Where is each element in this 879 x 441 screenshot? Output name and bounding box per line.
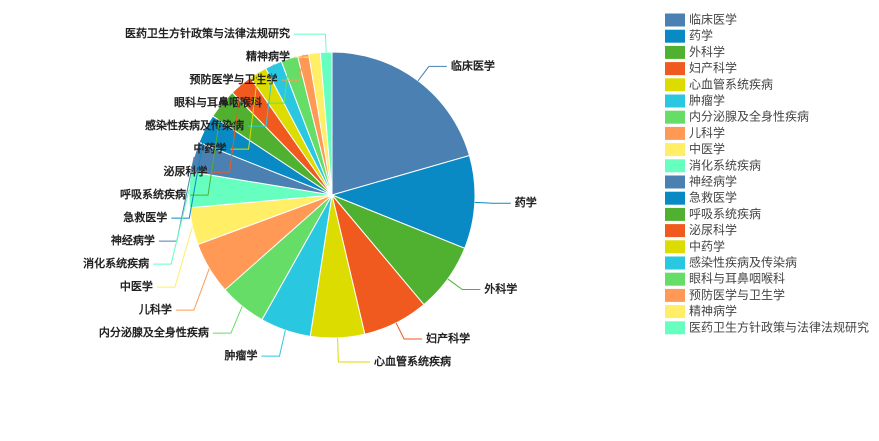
legend-swatch [665, 126, 685, 140]
legend-swatch [665, 321, 685, 335]
pie-slice [319, 51, 333, 196]
legend-label: 中药学 [689, 238, 725, 253]
slice-label: 消化系统疾病 [83, 256, 149, 270]
label-line [474, 201, 511, 204]
slice-label: 精神病学 [246, 49, 290, 63]
slice-label: 中药学 [194, 141, 227, 155]
label-line [261, 330, 286, 357]
legend-swatch [665, 29, 685, 43]
legend-label: 内分泌腺及全身性疾病 [689, 109, 809, 124]
legend-label: 泌尿科学 [689, 222, 737, 237]
legend-swatch [665, 256, 685, 270]
legend-swatch [665, 240, 685, 254]
legend-swatch [665, 288, 685, 302]
legend-label: 精神病学 [689, 303, 737, 318]
slice-label: 急救医学 [123, 210, 167, 224]
legend-swatch [665, 110, 685, 124]
slice-label: 妇产科学 [425, 331, 470, 345]
legend-swatch [665, 94, 685, 108]
slice-label: 心血管系统疾病 [374, 354, 451, 368]
label-line [417, 65, 447, 82]
slice-label: 预防医学与卫生学 [190, 72, 278, 86]
legend-label: 呼吸系统疾病 [689, 206, 761, 221]
slice-label: 医药卫生方针政策与法律法规研究 [125, 26, 290, 40]
legend-label: 急救医学 [689, 190, 737, 205]
label-line [211, 84, 242, 173]
label-line [230, 72, 259, 150]
label-line [337, 337, 370, 363]
legend-label: 医药卫生方针政策与法律法规研究 [689, 319, 869, 334]
slice-label: 感染性疾病及传染病 [145, 118, 244, 132]
legend-label: 临床医学 [689, 12, 737, 27]
legend-swatch [665, 13, 685, 27]
label-line [248, 64, 274, 127]
legend-label: 外科学 [689, 44, 725, 59]
legend-swatch [665, 305, 685, 319]
legend-swatch [665, 175, 685, 189]
legend-swatch [665, 272, 685, 286]
legend-label: 儿科学 [689, 125, 725, 140]
legend-swatch [665, 78, 685, 92]
label-line [156, 226, 193, 288]
label-line [175, 268, 210, 311]
legend-label: 神经病学 [689, 174, 737, 189]
legend-label: 肿瘤学 [689, 93, 725, 108]
legend-swatch [665, 45, 685, 59]
legend-label: 眼科与耳鼻咽喉科 [689, 271, 785, 286]
legend-swatch [665, 191, 685, 205]
legend-swatch [665, 207, 685, 221]
legend-label: 预防医学与卫生学 [689, 287, 785, 302]
legend-label: 药学 [689, 28, 713, 43]
label-line [153, 189, 190, 265]
slice-label: 肿瘤学 [224, 348, 257, 362]
slice-label: 临床医学 [451, 58, 495, 72]
legend-label: 中医学 [689, 141, 725, 156]
slice-label: 药学 [515, 195, 537, 209]
legend-swatch [665, 224, 685, 238]
label-line [171, 128, 206, 219]
slice-label: 眼科与耳鼻咽喉科 [174, 95, 262, 109]
label-line [395, 322, 423, 340]
label-line [281, 54, 304, 81]
legend-swatch [665, 143, 685, 157]
label-line [212, 306, 243, 334]
legend-swatch [665, 62, 685, 76]
legend-label: 妇产科学 [689, 60, 737, 75]
label-line [294, 33, 327, 53]
slice-label: 呼吸系统疾病 [120, 187, 186, 201]
slice-label: 泌尿科学 [164, 164, 208, 178]
slice-label: 外科学 [483, 282, 517, 296]
slice-label: 儿科学 [138, 302, 172, 316]
legend-label: 消化系统疾病 [689, 157, 761, 172]
label-line [190, 103, 223, 196]
label-line [294, 52, 315, 58]
pie-slice [331, 51, 471, 196]
legend-label: 感染性疾病及传染病 [689, 255, 797, 270]
label-line [266, 58, 290, 104]
pie-slice [330, 154, 476, 249]
slice-label: 神经病学 [111, 233, 155, 247]
legend-label: 心血管系统疾病 [689, 76, 773, 91]
slice-label: 中医学 [120, 279, 153, 293]
slice-label: 内分泌腺及全身性疾病 [99, 325, 209, 339]
label-line [447, 278, 481, 291]
legend-swatch [665, 159, 685, 173]
